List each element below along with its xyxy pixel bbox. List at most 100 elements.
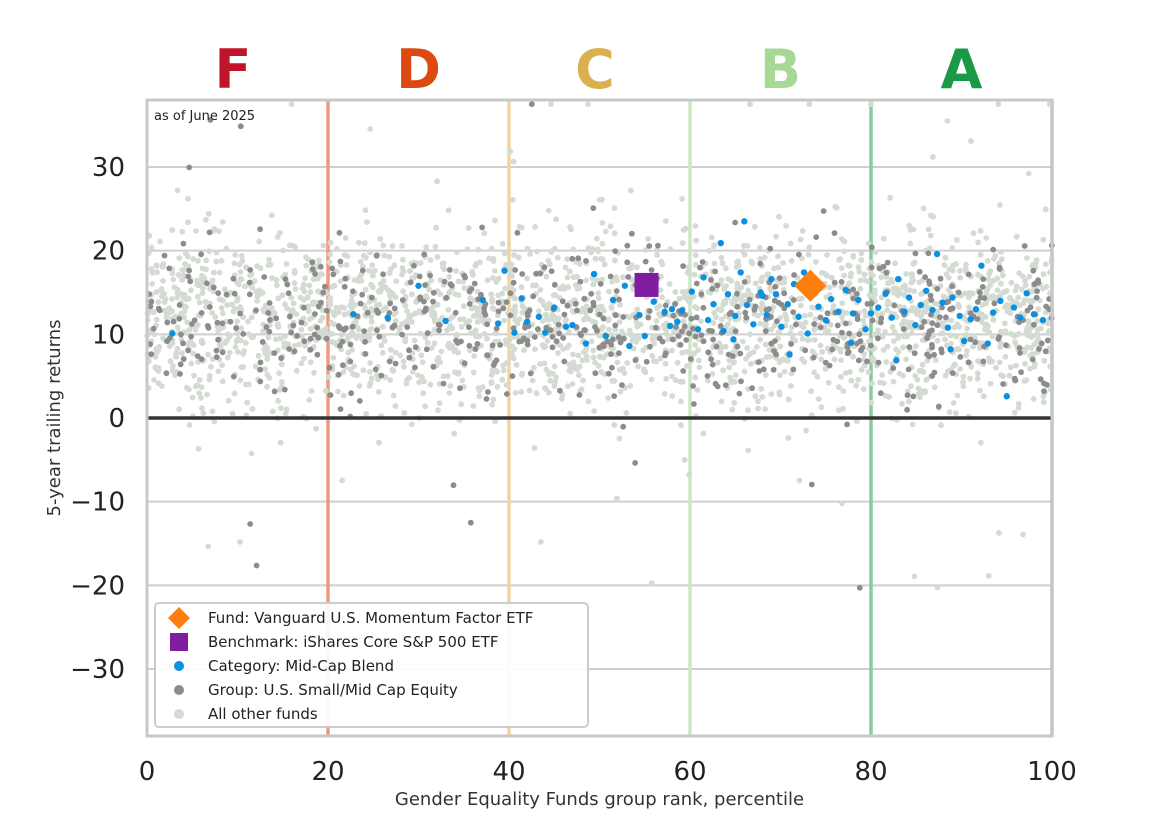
fund-point: [311, 369, 317, 376]
fund-point: [446, 289, 452, 296]
fund-point: [900, 326, 907, 332]
fund-point: [734, 281, 741, 288]
fund-point: [196, 299, 203, 306]
fund-point: [883, 274, 890, 280]
fund-point: [621, 370, 628, 376]
fund-point: [424, 330, 431, 336]
fund-point: [422, 403, 429, 410]
category-point: [720, 327, 727, 335]
fund-point: [159, 293, 165, 300]
fund-point: [182, 250, 189, 257]
fund-point: [1042, 206, 1049, 213]
fund-point: [837, 256, 844, 262]
fund-point: [347, 302, 354, 309]
fund-point: [565, 342, 572, 349]
fund-point: [722, 382, 729, 388]
fund-point: [657, 287, 664, 293]
fund-point: [467, 347, 473, 354]
fund-point: [548, 101, 554, 108]
fund-point: [936, 314, 943, 320]
fund-point: [467, 519, 474, 526]
fund-point: [602, 228, 609, 235]
fund-point: [1002, 353, 1009, 360]
category-point: [569, 321, 576, 329]
fund-point: [460, 278, 466, 285]
fund-point: [692, 223, 699, 229]
fund-point: [186, 327, 193, 333]
fund-point: [561, 311, 568, 318]
fund-point: [627, 187, 634, 194]
fund-point: [199, 265, 206, 272]
fund-point: [1013, 283, 1020, 290]
fund-point: [389, 243, 396, 250]
fund-point: [649, 336, 656, 343]
fund-point: [654, 305, 660, 311]
fund-point: [977, 387, 983, 394]
fund-point: [649, 353, 656, 359]
fund-point: [345, 349, 352, 356]
fund-point: [912, 250, 919, 257]
fund-point: [562, 264, 569, 271]
fund-point: [997, 280, 1004, 287]
fund-point: [351, 277, 358, 283]
fund-point: [409, 291, 415, 298]
fund-point: [925, 304, 931, 311]
fund-point: [153, 346, 160, 352]
fund-point: [930, 213, 936, 220]
fund-point: [397, 352, 404, 359]
fund-point: [174, 324, 181, 331]
fund-point: [353, 335, 360, 341]
fund-point: [519, 271, 526, 277]
fund-point: [147, 303, 154, 310]
fund-point: [470, 403, 477, 409]
fund-point: [387, 377, 393, 383]
category-point: [511, 329, 518, 336]
fund-point: [444, 327, 450, 334]
fund-point: [446, 273, 453, 280]
legend-dot-marker: [174, 709, 184, 719]
fund-point: [916, 268, 923, 275]
fund-point: [872, 249, 879, 256]
fund-point: [369, 262, 376, 268]
fund-point: [362, 334, 368, 341]
fund-point: [590, 281, 597, 288]
fund-point: [687, 356, 694, 362]
fund-point: [455, 278, 462, 285]
fund-point: [471, 353, 478, 359]
fund-point: [944, 118, 951, 124]
fund-point: [192, 326, 199, 333]
fund-point: [614, 495, 620, 502]
fund-point: [277, 439, 284, 446]
fund-point: [347, 358, 354, 365]
fund-point: [695, 357, 702, 364]
fund-point: [867, 338, 874, 344]
category-point: [894, 275, 902, 283]
fund-point: [301, 338, 308, 345]
fund-point: [544, 316, 551, 323]
fund-point: [460, 316, 467, 322]
fund-point: [379, 349, 386, 356]
fund-point: [985, 572, 992, 579]
fund-point: [315, 303, 322, 310]
fund-point: [809, 304, 815, 311]
fund-point: [240, 351, 247, 357]
fund-point: [422, 334, 429, 341]
fund-point: [1035, 326, 1041, 333]
fund-point: [260, 328, 267, 335]
fund-point: [388, 346, 394, 353]
fund-point: [555, 350, 561, 356]
fund-point: [290, 322, 297, 329]
fund-point: [481, 230, 488, 237]
fund-point: [718, 277, 725, 283]
fund-point: [237, 304, 244, 310]
fund-point: [925, 226, 932, 233]
fund-point: [551, 281, 558, 288]
fund-point: [373, 302, 380, 309]
fund-point: [155, 380, 162, 387]
fund-point: [943, 271, 950, 278]
fund-point: [772, 283, 779, 290]
fund-point: [529, 282, 536, 289]
fund-point: [296, 341, 302, 348]
fund-point: [632, 357, 639, 364]
fund-point: [813, 259, 819, 265]
